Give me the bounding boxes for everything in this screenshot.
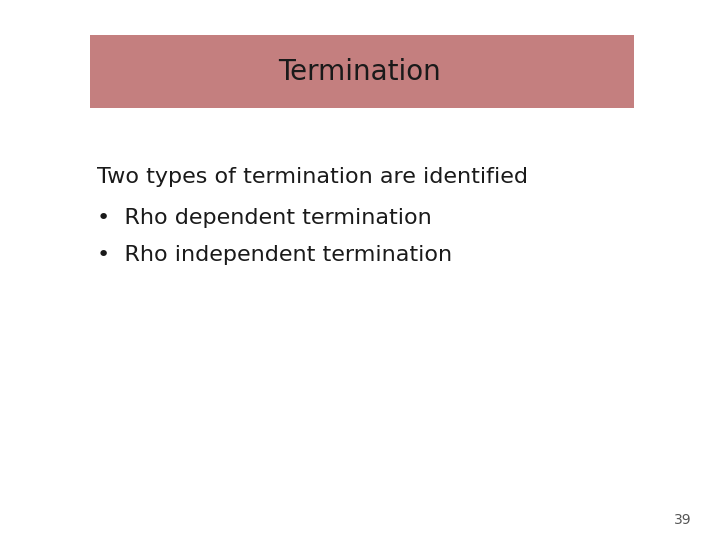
Text: Two types of termination are identified: Two types of termination are identified xyxy=(97,167,528,187)
Text: 39: 39 xyxy=(674,512,691,526)
FancyBboxPatch shape xyxy=(90,35,634,108)
Text: •  Rho independent termination: • Rho independent termination xyxy=(97,245,452,265)
Text: Termination: Termination xyxy=(279,58,441,85)
Text: •  Rho dependent termination: • Rho dependent termination xyxy=(97,207,432,228)
